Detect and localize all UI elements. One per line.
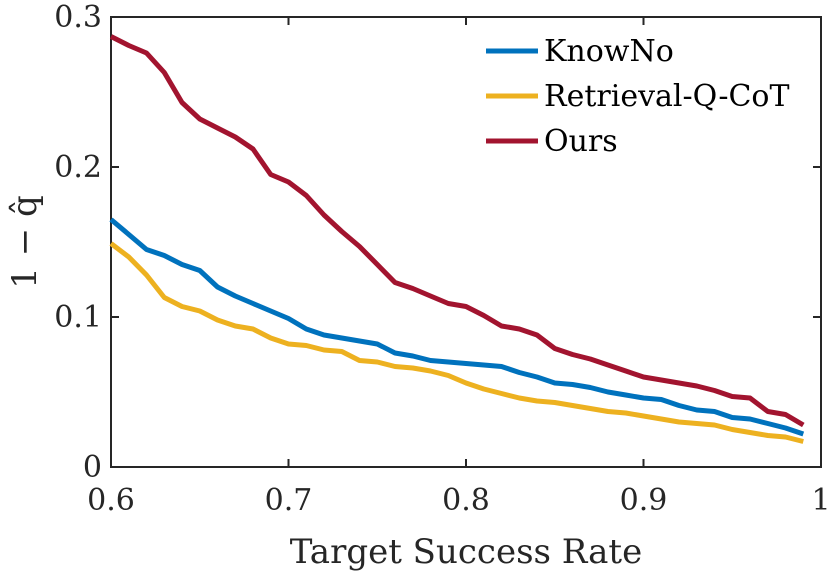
x-tick-label: 0.9 xyxy=(620,483,668,518)
y-axis-title: 1 − q̂ xyxy=(5,195,45,289)
y-tick-label: 0.3 xyxy=(54,0,102,35)
x-tick-label: 0.7 xyxy=(265,483,313,518)
y-tick-label: 0.2 xyxy=(54,150,102,185)
x-tick-label: 1 xyxy=(811,483,830,518)
y-tick-label: 0 xyxy=(83,450,102,485)
x-axis: 0.6 0.7 0.8 0.9 1 xyxy=(87,17,830,518)
legend-label: Retrieval-Q-CoT xyxy=(544,79,790,114)
legend-label: KnowNo xyxy=(544,34,674,69)
x-axis-title: Target Success Rate xyxy=(290,532,642,572)
y-axis: 0 0.1 0.2 0.3 xyxy=(54,0,821,485)
series-line-ours xyxy=(109,34,805,428)
series-layer xyxy=(109,34,805,444)
legend: KnowNo Retrieval-Q-CoT Ours xyxy=(486,34,790,159)
legend-label: Ours xyxy=(544,124,618,159)
x-tick-label: 0.8 xyxy=(442,483,490,518)
y-tick-label: 0.1 xyxy=(54,300,102,335)
series-line-retrieval-q-cot xyxy=(109,241,804,444)
x-tick-label: 0.6 xyxy=(87,483,135,518)
series-line-knowno xyxy=(109,217,805,437)
